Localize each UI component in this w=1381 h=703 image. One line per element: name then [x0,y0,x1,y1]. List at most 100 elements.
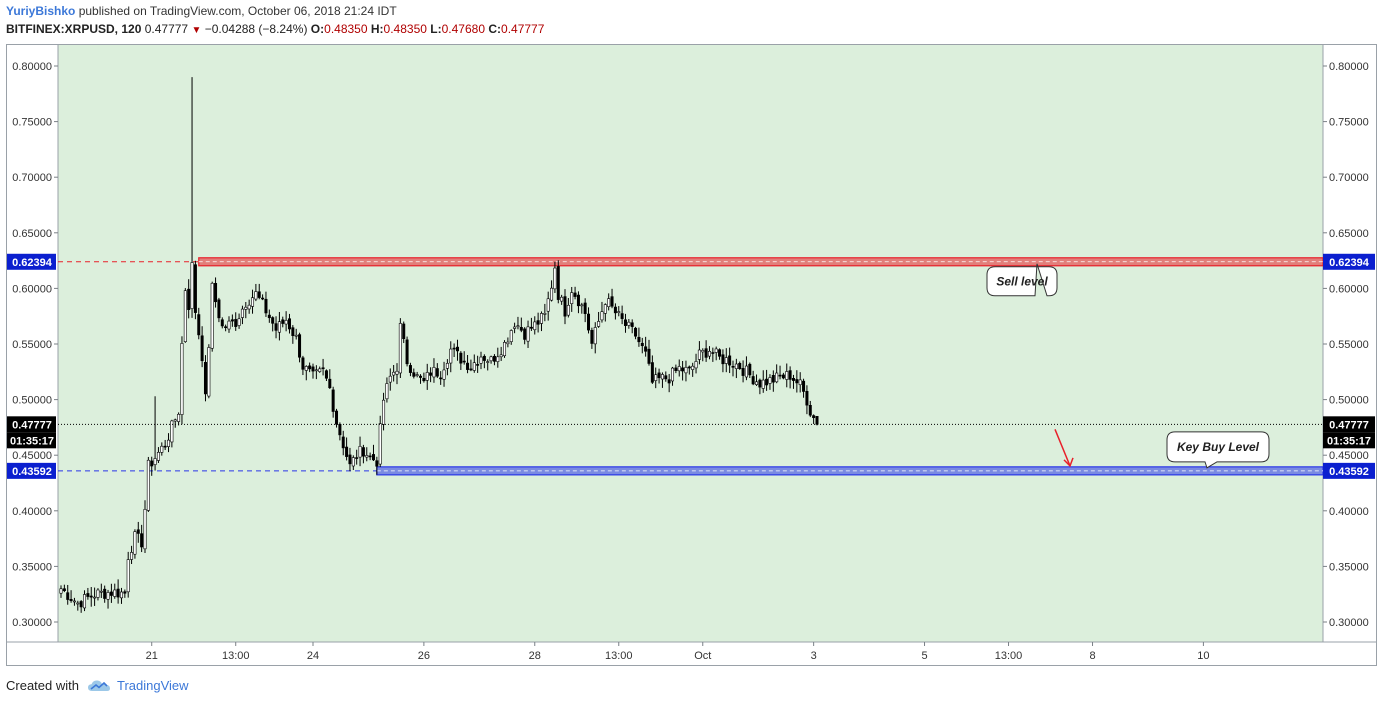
y-tick-label-right: 0.45000 [1329,450,1369,462]
candle-up [489,356,493,362]
candle-down [271,317,275,324]
candle-down [802,380,806,392]
x-tick-label: 13:00 [222,650,250,662]
candle-up [684,367,688,374]
candle-down [751,376,755,385]
x-tick-label: 24 [307,650,319,662]
candle-up [697,349,701,360]
candle-down [573,292,577,297]
price-chart[interactable]: 0.80000 0.80000 0.75000 0.75000 0.70000 0.700… [7,45,1376,665]
candle-up [533,321,537,331]
candle-down [664,375,668,380]
tradingview-link[interactable]: TradingView [116,678,189,693]
candle-down [731,365,735,368]
candle-down [721,354,725,365]
candle-down [348,454,352,465]
candle-up [785,371,789,380]
close-label: C: [488,22,502,36]
candle-down [408,365,412,373]
candle-up [314,369,318,372]
candle-up [254,291,258,300]
candle-down [452,347,456,350]
down-arrow-shaft [1054,429,1071,467]
x-tick-label: 8 [1089,650,1095,662]
candle-down [123,591,127,594]
created-with-text: Created with [6,678,79,693]
candle-down [69,599,73,602]
candle-down [429,372,433,376]
candle-up [106,592,110,600]
candle-up [539,313,543,324]
author-link[interactable]: YuriyBishko [6,4,76,18]
candle-up [180,343,184,415]
candle-up [146,459,150,511]
candle-up [486,361,490,363]
candle-down [341,436,345,449]
candle-down [640,342,644,347]
candle-up [479,356,483,364]
candle-up [351,457,355,467]
sell-level-callout[interactable]: Sell level [986,263,1058,297]
candle-up [506,341,510,345]
candle-up [553,267,557,290]
countdown-label-left: 01:35:17 [10,435,54,447]
symbol-legend: BITFINEX:XRPUSD, 120 0.47777 ▼ −0.04288 … [6,22,544,36]
candle-down [808,404,812,416]
candle-up [130,552,134,560]
y-tick-label-left: 0.70000 [12,172,52,184]
candle-down [298,334,302,358]
candle-up [153,458,157,465]
candle-up [600,311,604,321]
candle-down [583,302,587,314]
candle-down [230,319,234,322]
candle-down [556,266,560,300]
candle-down [613,306,617,314]
candle-down [435,368,439,377]
candle-up [83,594,87,609]
candle-down [412,372,416,377]
candle-down [563,296,567,317]
candle-down [109,591,113,596]
candle-up [691,365,695,370]
candle-up [744,365,748,378]
candle-down [66,592,70,600]
buy-level-price-label-right: 0.43592 [1329,466,1369,478]
candle-up [654,374,658,381]
open-label: O: [310,22,325,36]
candle-down [576,294,580,307]
y-tick-label-left: 0.75000 [12,117,52,129]
candle-up [177,413,181,422]
candle-down [459,352,463,364]
plot-area[interactable] [58,45,1323,642]
candle-down [214,282,218,303]
candle-up [76,602,80,605]
current-price-label-right: 0.47777 [1329,419,1369,431]
candle-down [523,328,527,340]
candle-up [385,383,389,400]
candle-down [419,375,423,378]
candle-up [570,292,574,304]
candle-down [345,446,349,457]
x-tick-label: 10 [1197,650,1209,662]
chart-frame[interactable]: 0.80000 0.80000 0.75000 0.75000 0.70000 0.700… [6,44,1377,666]
candle-down [587,313,591,331]
candle-up [59,588,63,594]
candle-up [190,262,194,309]
x-tick-label: 21 [146,650,158,662]
y-tick-label-right: 0.55000 [1329,339,1369,351]
candle-up [593,327,597,345]
candle-up [126,559,130,593]
publish-info: YuriyBishko published on TradingView.com… [6,4,397,18]
candle-up [415,374,419,376]
candle-down [405,339,409,365]
close-value: 0.47777 [501,22,545,36]
candle-down [623,319,627,326]
candle-down [116,588,120,598]
candle-up [432,367,436,378]
candle-up [701,350,705,353]
candle-down [644,346,648,352]
y-tick-label-right: 0.35000 [1329,561,1369,573]
candle-up [734,363,738,369]
candle-up [284,320,288,325]
buy-level-callout[interactable]: Key Buy Level [1166,431,1270,469]
